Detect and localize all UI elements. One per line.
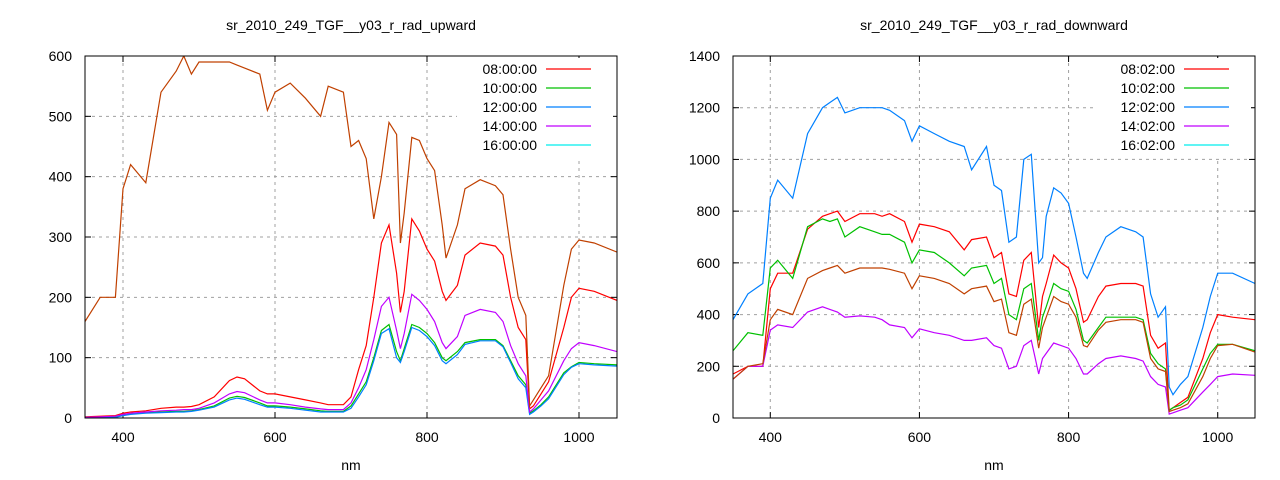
plot-frame (732, 55, 1256, 419)
y-tick-label: 600 (697, 255, 721, 271)
legend-label: 10:02:00 (1121, 80, 1176, 96)
y-tick-label: 0 (64, 410, 72, 426)
x-tick-label: 600 (263, 429, 287, 445)
y-tick-label: 400 (49, 169, 73, 185)
legend-background (457, 58, 613, 158)
y-tick-label: 100 (49, 350, 73, 366)
y-tick-label: 500 (49, 108, 73, 124)
legend-label: 12:02:00 (1121, 99, 1176, 115)
x-axis-label: nm (341, 457, 360, 473)
y-tick-label: 200 (697, 358, 721, 374)
chart-title: sr_2010_249_TGF__y03_r_rad_upward (226, 17, 476, 33)
y-tick-label: 300 (49, 229, 73, 245)
legend-label: 10:00:00 (483, 80, 538, 96)
upward-radiance-chart: sr_2010_249_TGF__y03_r_rad_upward nm 400… (49, 17, 618, 473)
series-line-12-00-00 (85, 326, 617, 418)
legend-background (1095, 58, 1251, 158)
y-tick-label: 200 (49, 289, 73, 305)
y-tick-label: 1000 (689, 151, 720, 167)
series-line-08-00-00 (85, 217, 617, 418)
y-tick-label: 800 (697, 203, 721, 219)
series-line-unlabeled (85, 56, 617, 408)
series-line-08-02-00 (733, 210, 1255, 412)
y-tick-label: 600 (49, 48, 73, 64)
x-tick-label: 1000 (1202, 429, 1233, 445)
y-tick-label: 0 (712, 410, 720, 426)
legend-label: 14:02:00 (1121, 118, 1176, 134)
legend-label: 08:00:00 (483, 61, 538, 77)
series-line-10-02-00 (733, 218, 1255, 412)
series-line-14-00-00 (85, 293, 617, 418)
legend-label: 12:00:00 (483, 99, 538, 115)
legend-label: 16:00:00 (483, 137, 538, 153)
downward-radiance-chart: sr_2010_249_TGF__y03_r_rad_downward nm 4… (689, 17, 1256, 473)
x-tick-label: 400 (759, 429, 783, 445)
chart-title: sr_2010_249_TGF__y03_r_rad_downward (860, 17, 1128, 33)
x-tick-label: 800 (1057, 429, 1081, 445)
y-tick-label: 1400 (689, 48, 720, 64)
plot-frame (84, 55, 618, 419)
series-line-14-02-00 (733, 306, 1255, 415)
legend-label: 16:02:00 (1121, 137, 1176, 153)
y-tick-label: 400 (697, 307, 721, 323)
x-axis-label: nm (984, 457, 1003, 473)
x-tick-label: 600 (908, 429, 932, 445)
series-line-unlabeled (733, 264, 1255, 413)
legend-label: 14:00:00 (483, 118, 538, 134)
y-tick-label: 1200 (689, 100, 720, 116)
legend-label: 08:02:00 (1121, 61, 1176, 77)
x-tick-label: 400 (111, 429, 135, 445)
x-tick-label: 800 (415, 429, 439, 445)
x-tick-label: 1000 (563, 429, 594, 445)
series-line-12-02-00 (733, 96, 1255, 396)
